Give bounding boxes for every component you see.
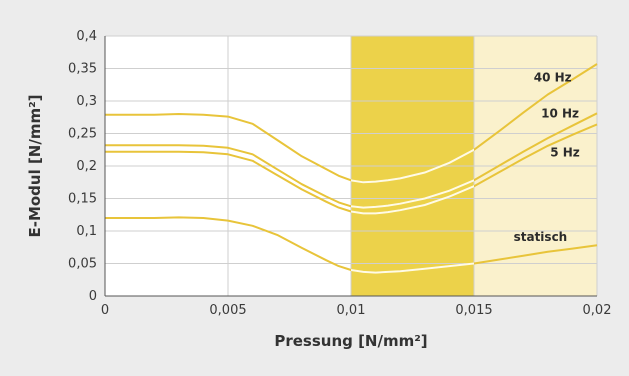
series-line-40-hz-band	[351, 148, 474, 184]
y-axis-title: E-Modul [N/mm²]	[26, 94, 44, 237]
y-tick-label: 0,3	[76, 94, 97, 109]
series-line-5-hz-band	[351, 185, 474, 215]
x-tick-label: 0,005	[209, 303, 246, 318]
y-tick-label: 0,2	[76, 159, 97, 174]
y-tick-label: 0,25	[68, 127, 97, 142]
y-tick-label: 0	[89, 289, 97, 304]
tick-labels: 0 0,05 0,1 0,15 0,2 0,25 0,3 0,35 0,4 0 0,005 0,01 0…	[68, 29, 611, 318]
x-tick-label: 0,015	[455, 303, 492, 318]
axes	[104, 36, 597, 297]
grid-lines	[105, 35, 598, 296]
series-label-statisch: statisch	[514, 230, 568, 244]
x-axis-title: Pressung [N/mm²]	[274, 332, 427, 350]
y-tick-label: 0,15	[68, 192, 97, 207]
y-tick-label: 0,4	[76, 29, 97, 44]
x-tick-label: 0	[101, 303, 109, 318]
series-lines	[105, 63, 598, 274]
x-tick-label: 0,01	[337, 303, 366, 318]
y-tick-label: 0,35	[68, 62, 97, 77]
series-label-40-hz: 40 Hz	[534, 71, 572, 85]
y-tick-label: 0,1	[76, 224, 97, 239]
series-label-5-hz: 5 Hz	[550, 145, 580, 159]
series-line-10-hz-band	[351, 179, 474, 209]
series-label-10-hz: 10 Hz	[541, 106, 579, 120]
x-tick-label: 0,02	[583, 303, 612, 318]
y-tick-label: 0,05	[68, 257, 97, 272]
series-labels: 40 Hz 10 Hz 5 Hz statisch	[514, 71, 580, 244]
series-line-statisch-band	[351, 262, 474, 274]
